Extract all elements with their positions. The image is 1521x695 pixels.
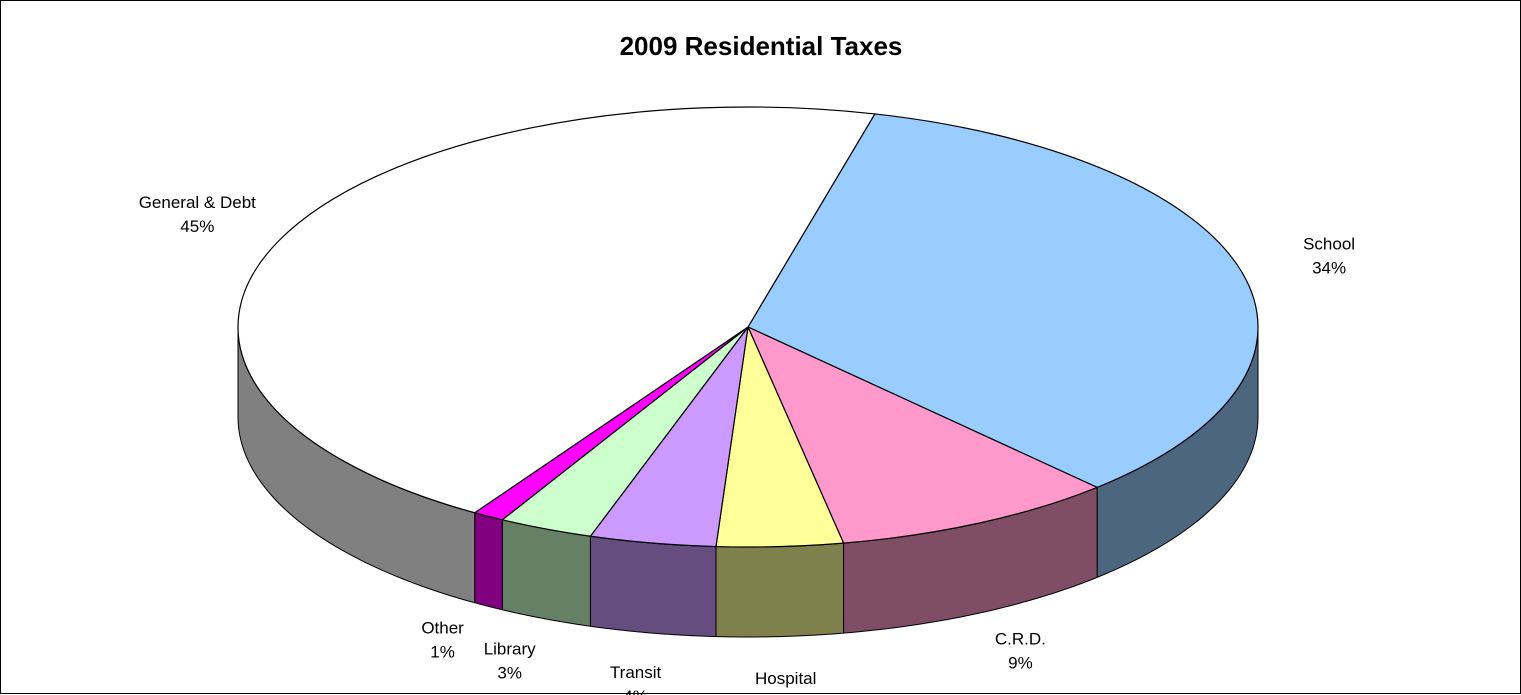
slice-label-library: Library 3% [484, 639, 536, 682]
slice-value-other: 1% [430, 643, 455, 662]
slice-name-school: School [1303, 234, 1355, 253]
slice-label-school: School 34% [1303, 234, 1355, 277]
chart-title: 2009 Residential Taxes [620, 31, 903, 61]
slice-value-school: 34% [1312, 258, 1346, 277]
slice-name-c-r-d: C.R.D. [995, 630, 1046, 649]
pie-side-library [501, 519, 591, 627]
pie-slice-general-debt [237, 106, 876, 514]
pie-slice-c-r-d [746, 325, 1099, 544]
slice-label-other: Other 1% [421, 619, 464, 662]
slice-name-general-debt: General & Debt [139, 193, 256, 212]
pie-side-other [474, 512, 503, 611]
slice-value-general-debt: 45% [180, 217, 214, 236]
slice-name-hospital: Hospital [755, 669, 816, 688]
pie-sides [237, 326, 1259, 638]
slice-value-library: 3% [497, 663, 522, 682]
pie-labels: School 34% C.R.D. 9% Hospital4% Transit 4% Libr… [139, 193, 1355, 695]
slice-label-general-debt: General & Debt 45% [139, 193, 256, 236]
slice-name-library: Library [484, 639, 536, 658]
slice-name-transit: Transit [610, 663, 662, 682]
pie-tops [237, 106, 1259, 548]
slice-value-transit: 4% [623, 687, 648, 695]
slice-label-transit: Transit 4% [610, 663, 662, 695]
pie-slice-school [747, 113, 1259, 489]
slice-label-c-r-d: C.R.D. 9% [995, 630, 1046, 673]
slice-name-other: Other [421, 619, 464, 638]
slice-label-hospital: Hospital4% [755, 669, 816, 695]
slice-value-c-r-d: 9% [1008, 654, 1033, 673]
pie-side-transit [589, 535, 717, 638]
pie-side-hospital [715, 542, 845, 638]
